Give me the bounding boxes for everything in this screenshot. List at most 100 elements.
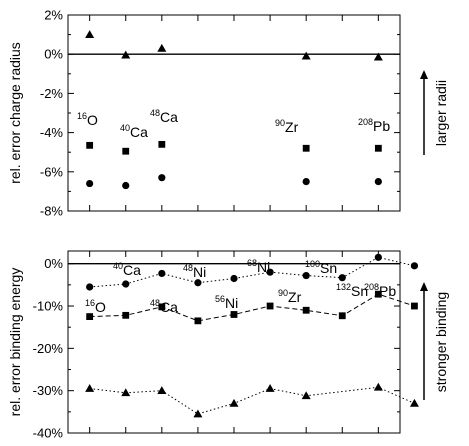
- nucleus-symbol: Pb: [379, 283, 396, 299]
- nucleus-symbol: Sn: [320, 260, 337, 276]
- nucleus-mass-number: 40: [120, 123, 130, 133]
- data-point-triangle: [157, 386, 167, 395]
- data-point-triangle: [229, 398, 239, 407]
- data-point-triangle: [193, 409, 203, 418]
- nucleus-mass-number: 16: [77, 111, 87, 121]
- series-triangle: [85, 30, 383, 61]
- series-square: [86, 290, 418, 325]
- nucleus-symbol: Zr: [288, 289, 302, 305]
- data-point-square: [411, 302, 418, 310]
- data-point-triangle: [301, 391, 311, 400]
- data-point-circle: [86, 179, 94, 188]
- nucleus-label: 132Sn: [336, 282, 368, 299]
- y-tick-label: 2%: [44, 8, 63, 23]
- arrow-head: [420, 282, 428, 291]
- data-point-square: [302, 144, 310, 152]
- nucleus-mass-number: 48: [183, 263, 193, 273]
- data-point-triangle: [85, 30, 95, 38]
- y-tick-label: -40%: [33, 426, 64, 441]
- y-tick-label: -30%: [33, 383, 64, 398]
- data-point-circle: [230, 274, 238, 283]
- data-point-triangle: [121, 388, 131, 397]
- series-line-circle: [89, 256, 415, 288]
- y-tick-label: 0%: [44, 256, 63, 271]
- y-tick-label: -6%: [40, 164, 64, 179]
- nucleus-symbol: Zr: [285, 119, 299, 135]
- data-point-circle: [86, 283, 94, 291]
- data-point-triangle: [157, 43, 167, 52]
- nucleus-symbol: Ca: [160, 109, 178, 125]
- nucleus-mass-number: 208: [364, 282, 379, 292]
- nucleus-label: 16O: [85, 298, 106, 315]
- data-point-square: [194, 317, 202, 325]
- series-square: [86, 140, 382, 155]
- y-axis-title: rel. error charge radius: [7, 42, 23, 184]
- data-point-triangle: [301, 51, 311, 60]
- nucleus-mass-number: 132: [336, 282, 351, 292]
- nucleus-label: 48Ca: [150, 298, 178, 315]
- charge-radius-panel: 2% 0% -2% -4% -6% -8% rel. error charge radius…: [7, 8, 449, 219]
- y-tick-label: -8%: [40, 204, 64, 219]
- data-point-triangle: [121, 50, 131, 59]
- data-point-square: [86, 141, 94, 149]
- nucleus-mass-number: 40: [113, 261, 123, 271]
- data-point-circle: [302, 271, 310, 280]
- arrow-head: [420, 70, 428, 79]
- data-point-triangle: [85, 384, 95, 392]
- nucleus-mass-number: 48: [150, 108, 160, 118]
- data-point-triangle: [373, 382, 383, 391]
- nucleus-mass-number: 16: [85, 298, 95, 308]
- nucleus-symbol: O: [87, 112, 98, 128]
- data-point-circle: [338, 274, 346, 282]
- data-point-square: [266, 302, 274, 310]
- data-point-square: [158, 303, 166, 311]
- nucleus-symbol: Ca: [123, 262, 141, 278]
- nucleus-mass-number: 68: [247, 258, 257, 268]
- nucleus-label: 48Ca: [150, 108, 178, 125]
- nucleus-symbol: Ca: [160, 299, 178, 315]
- data-point-triangle: [265, 384, 275, 392]
- series-circle: [86, 174, 382, 190]
- data-point-circle: [158, 174, 166, 182]
- nucleus-mass-number: 90: [275, 118, 285, 128]
- nucleus-symbol: Ca: [130, 124, 148, 140]
- y-axis-title: rel. error binding energy: [7, 268, 23, 417]
- data-point-circle: [302, 178, 310, 186]
- nucleus-label: 208Pb: [358, 117, 390, 134]
- side-label: larger radii: [433, 80, 449, 146]
- nucleus-label: 56Ni: [215, 294, 238, 311]
- data-point-square: [158, 140, 166, 148]
- y-tick-label: -4%: [40, 125, 64, 140]
- data-point-square: [302, 306, 310, 314]
- data-point-circle: [374, 253, 382, 261]
- plot-frame: [67, 14, 401, 212]
- nucleus-label: 90Zr: [278, 288, 302, 305]
- nucleus-mass-number: 48: [150, 298, 160, 308]
- data-point-triangle: [373, 52, 383, 61]
- y-tick-label: -2%: [40, 86, 64, 101]
- nucleus-symbol: O: [95, 299, 106, 315]
- nucleus-mass-number: 56: [215, 294, 225, 304]
- nucleus-mass-number: 208: [358, 117, 373, 127]
- data-point-square: [86, 313, 94, 321]
- data-point-square: [230, 311, 238, 318]
- data-point-triangle: [409, 398, 419, 407]
- data-point-circle: [266, 268, 274, 276]
- y-tick-label: 0%: [44, 47, 63, 62]
- nucleus-symbol: Ni: [257, 259, 270, 275]
- series-line-triangle: [89, 386, 415, 415]
- nucleus-mass-number: 90: [278, 288, 288, 298]
- nucleus-label: 48Ni: [183, 263, 206, 280]
- data-point-circle: [122, 181, 130, 190]
- data-point-circle: [122, 280, 130, 288]
- nucleus-label: 100Sn: [305, 259, 337, 276]
- data-point-circle: [410, 262, 419, 270]
- series-triangle: [85, 382, 419, 418]
- data-point-square: [374, 144, 382, 152]
- nucleus-label: 208Pb: [364, 282, 396, 299]
- series-circle: [86, 253, 419, 291]
- nucleus-label: 40Ca: [113, 261, 141, 278]
- nucleus-label: 16O: [77, 111, 98, 128]
- nucleus-mass-number: 100: [305, 259, 320, 269]
